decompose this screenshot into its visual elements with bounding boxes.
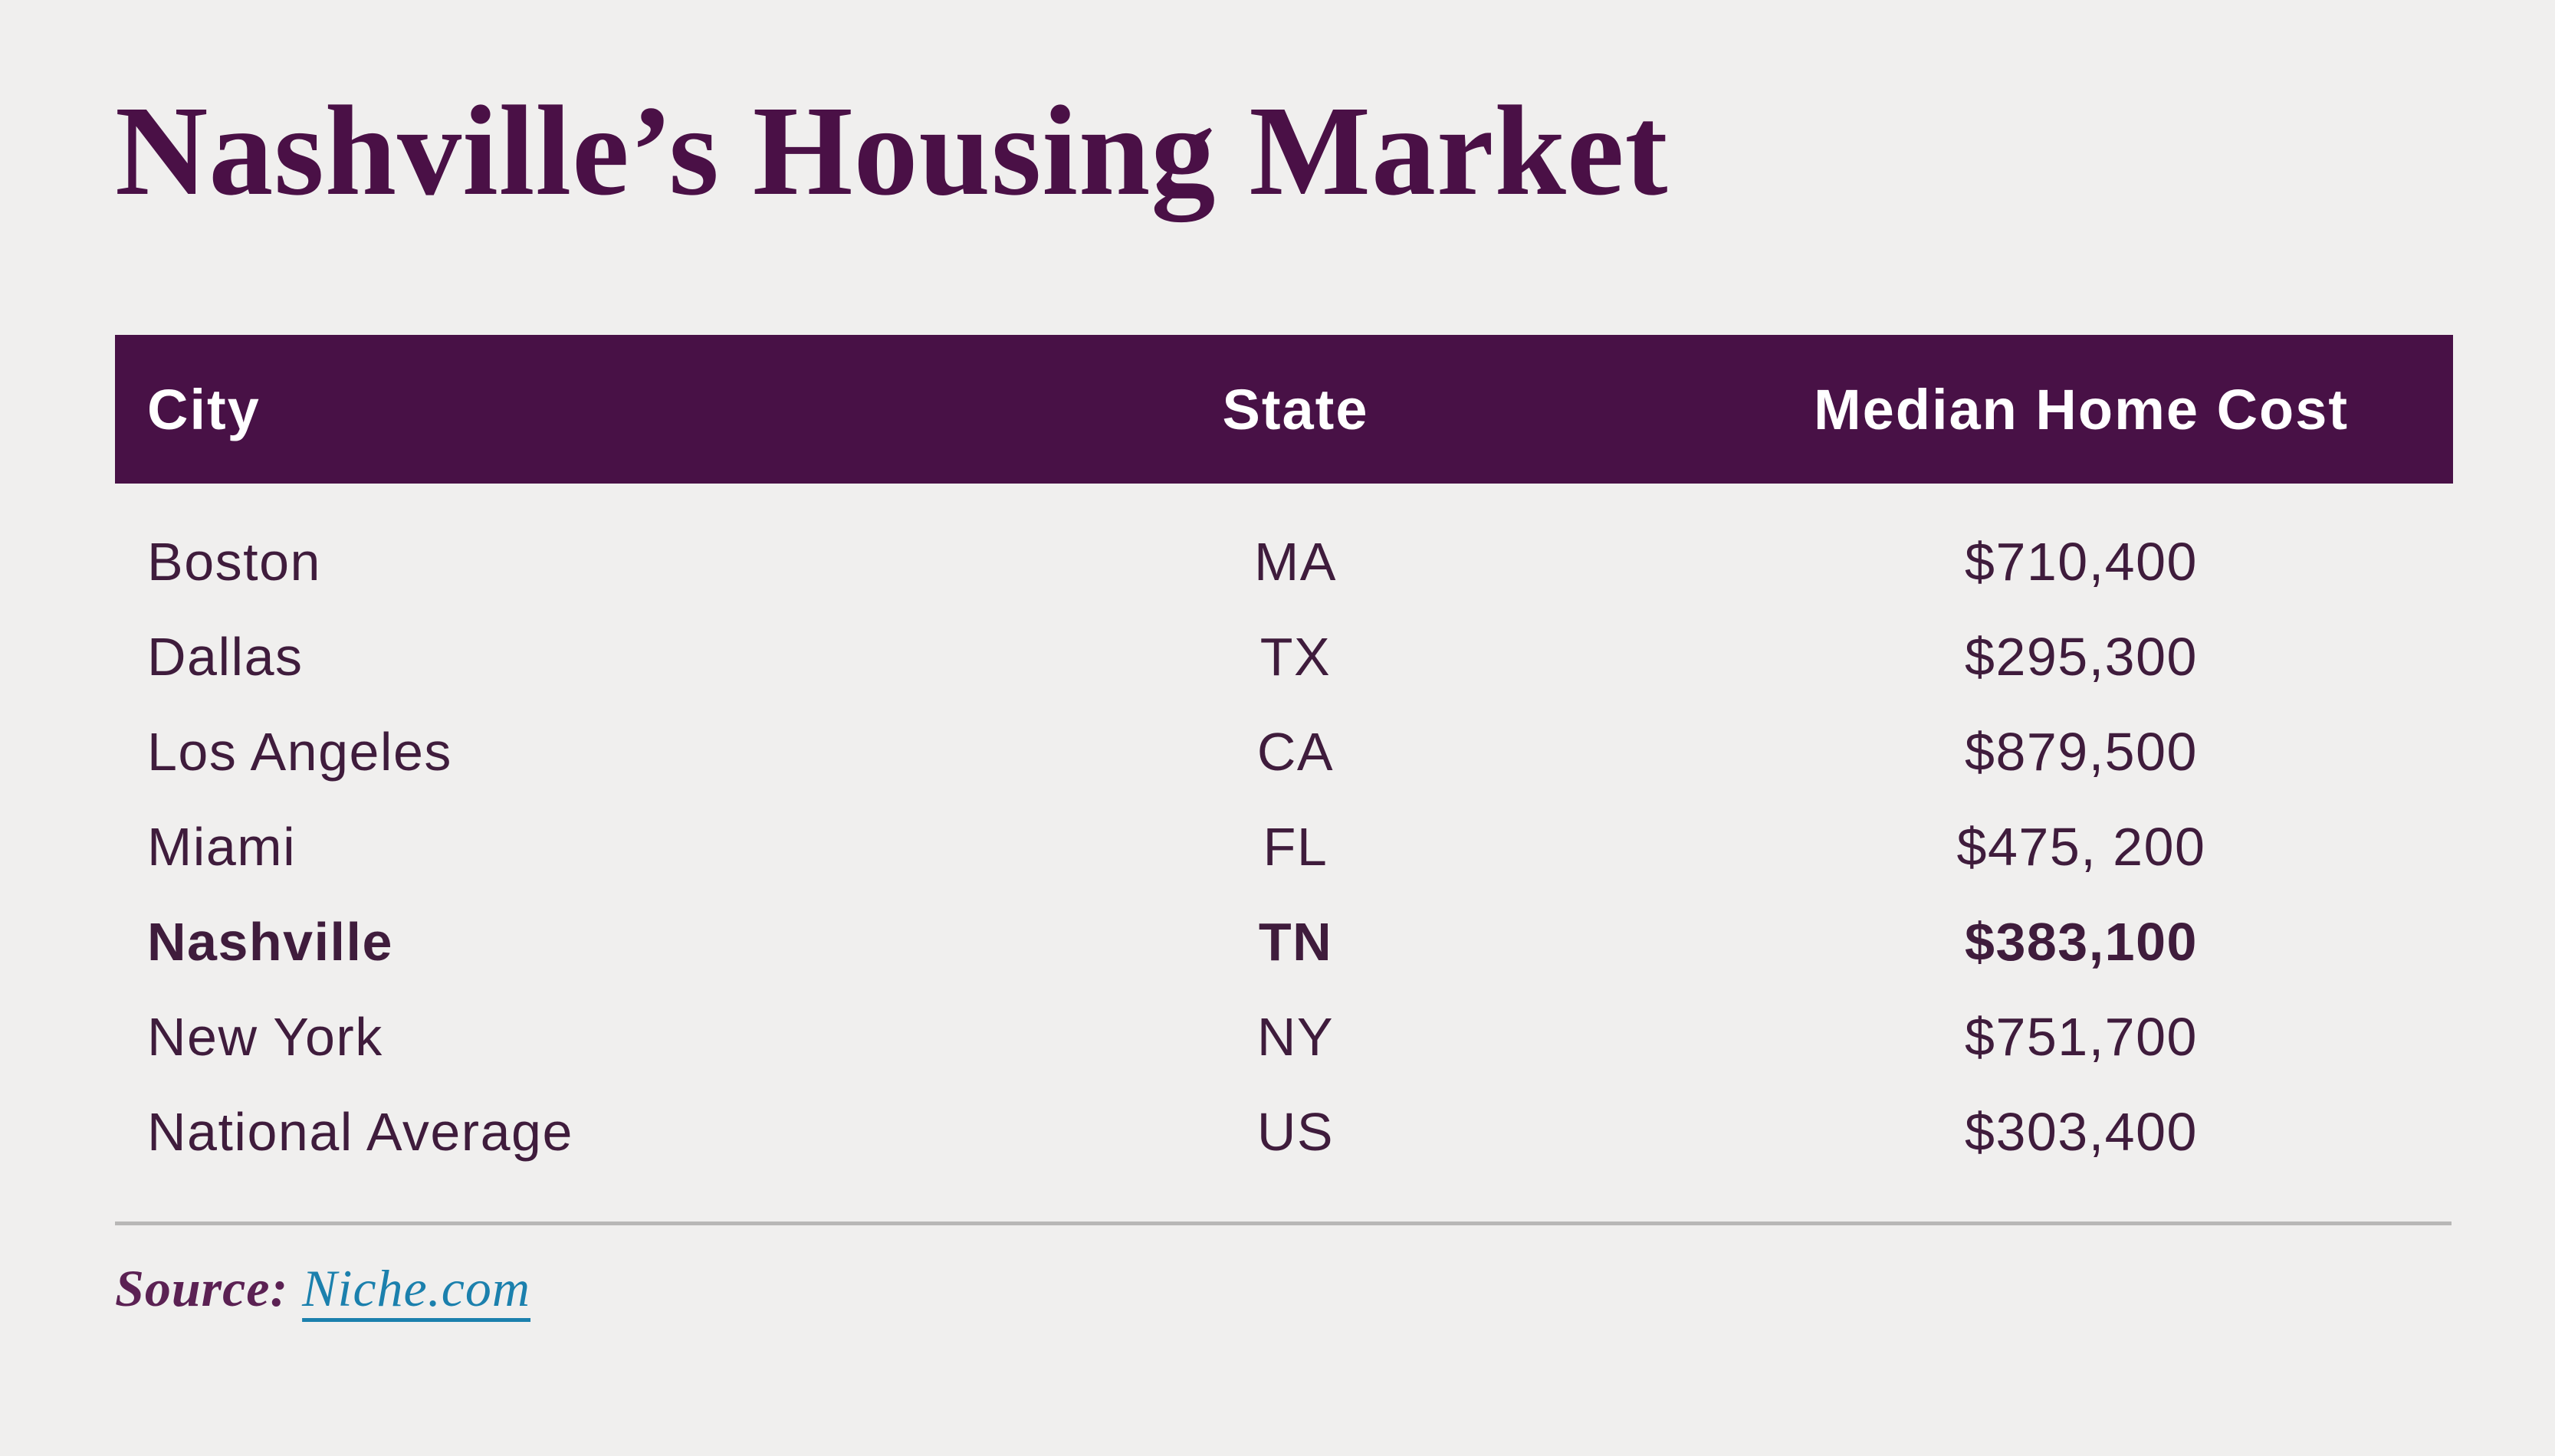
cell-city: Dallas bbox=[147, 627, 304, 687]
source-link[interactable]: Niche.com bbox=[302, 1259, 531, 1317]
cell-state: FL bbox=[1263, 817, 1328, 877]
page-title: Nashville’s Housing Market bbox=[115, 80, 1669, 222]
cell-cost: $475, 200 bbox=[1956, 817, 2206, 877]
cell-cost: $710,400 bbox=[1965, 532, 2198, 592]
source-line: Source: Niche.com bbox=[115, 1258, 530, 1319]
cell-cost: $295,300 bbox=[1965, 627, 2198, 687]
cell-city: Los Angeles bbox=[147, 722, 452, 782]
cell-city: Miami bbox=[147, 817, 297, 877]
housing-table: City State Median Home Cost Boston MA $7… bbox=[115, 335, 2453, 1179]
cell-cost: $303,400 bbox=[1965, 1102, 2198, 1162]
table-row-los-angeles: Los Angeles CA $879,500 bbox=[115, 704, 2453, 799]
cell-state: MA bbox=[1254, 532, 1337, 592]
cell-city: New York bbox=[147, 1007, 383, 1067]
cell-state: CA bbox=[1256, 722, 1335, 782]
table-row-national-average: National Average US $303,400 bbox=[115, 1084, 2453, 1179]
table-header-row: City State Median Home Cost bbox=[115, 335, 2453, 484]
cell-state: NY bbox=[1256, 1007, 1335, 1067]
cell-state: TX bbox=[1259, 627, 1332, 687]
cell-state: TN bbox=[1258, 912, 1333, 972]
table-row-dallas: Dallas TX $295,300 bbox=[115, 609, 2453, 704]
header-cell-cost: Median Home Cost bbox=[1813, 377, 2350, 441]
cell-cost: $751,700 bbox=[1965, 1007, 2198, 1067]
cell-city: Nashville bbox=[147, 912, 393, 972]
cell-city: National Average bbox=[147, 1102, 573, 1162]
table-row-boston: Boston MA $710,400 bbox=[115, 514, 2453, 609]
cell-cost: $879,500 bbox=[1965, 722, 2198, 782]
table-row-nashville-highlighted: Nashville TN $383,100 bbox=[115, 894, 2453, 989]
divider bbox=[115, 1222, 2452, 1225]
table-row-new-york: New York NY $751,700 bbox=[115, 989, 2453, 1084]
source-label: Source: bbox=[115, 1259, 289, 1317]
cell-state: US bbox=[1256, 1102, 1335, 1162]
table-body: Boston MA $710,400 Dallas TX $295,300 Lo… bbox=[115, 484, 2453, 1179]
header-cell-state: State bbox=[1222, 377, 1369, 441]
cell-cost: $383,100 bbox=[1965, 912, 2198, 972]
cell-city: Boston bbox=[147, 532, 321, 592]
table-row-miami: Miami FL $475, 200 bbox=[115, 799, 2453, 894]
header-cell-city: City bbox=[147, 377, 261, 441]
